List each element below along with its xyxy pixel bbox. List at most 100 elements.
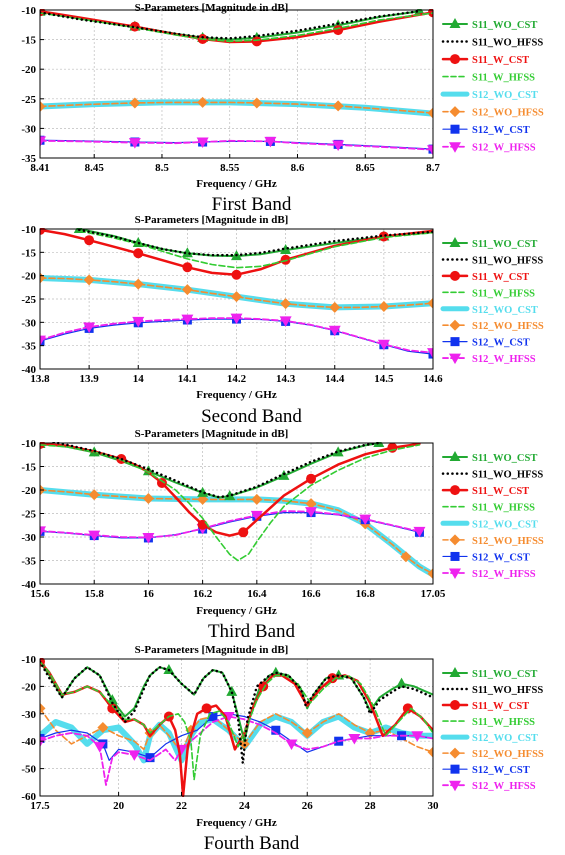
x-tick-label: 28 — [365, 800, 377, 812]
x-tick-label: 22 — [176, 800, 188, 812]
panel-caption: First Band — [212, 194, 292, 215]
data-point-s12-w-hfss — [142, 532, 155, 544]
y-tick-label: -20 — [21, 64, 36, 76]
data-point-s12-wo-hfss — [40, 100, 46, 112]
chart-panel-3: 15.6 15.8 16 16.2 16.4 16.6 16.8 17.05 -10 -15 -20… — [21, 428, 544, 642]
data-point-s12-wo-hfss — [305, 498, 317, 510]
data-point-s12-w-hfss — [40, 526, 46, 537]
data-point-s11-wo-cst — [226, 685, 238, 696]
data-point-s12-wo-hfss — [97, 722, 109, 733]
legend-marker — [449, 319, 461, 331]
data-point-s12-w-hfss — [88, 530, 101, 542]
panel-caption: Second Band — [201, 406, 302, 427]
legend-entry: S11_W_HFSS — [472, 717, 535, 728]
legend-entry: S12_WO_CST — [472, 305, 538, 316]
data-point-s12-w-hfss — [359, 514, 372, 526]
data-point-s12-w-hfss — [332, 140, 345, 151]
legend-marker — [449, 142, 461, 153]
plot-frame — [39, 658, 434, 797]
data-point-s11-wo-cst — [332, 446, 344, 457]
legend-entry: S11_W_CST — [472, 55, 529, 66]
legend-entry: S12_WO_HFSS — [472, 749, 544, 760]
y-tick-label: -30 — [21, 123, 36, 135]
x-tick-label: 17.05 — [421, 588, 446, 600]
y-tick-label: -20 — [21, 681, 36, 693]
legend-entry: S12_W_CST — [472, 552, 530, 563]
plot-frame — [39, 9, 434, 159]
series-line-s11-w-hfss — [40, 444, 421, 562]
data-point-s12-w-hfss — [132, 316, 145, 328]
data-point-s12-w-cst — [208, 712, 218, 722]
x-tick-label: 8.65 — [356, 162, 376, 174]
legend-entry: S11_W_CST — [472, 486, 529, 497]
legend-entry: S12_WO_HFSS — [472, 536, 544, 547]
data-point-s11-w-cst — [40, 658, 45, 667]
data-point-s11-w-cst — [378, 231, 389, 242]
data-point-s12-wo-hfss — [251, 97, 263, 109]
data-point-s12-wo-hfss — [197, 96, 209, 108]
legend-marker — [450, 551, 460, 561]
x-tick-label: 14 — [133, 373, 145, 385]
y-tick-label: -20 — [21, 271, 36, 283]
legend-marker — [450, 485, 460, 496]
x-axis-label: Frequency / GHz — [196, 605, 277, 617]
data-point-s11-w-cst — [280, 254, 291, 265]
x-tick-label: 20 — [113, 800, 125, 812]
data-point-s12-w-hfss — [83, 322, 96, 333]
data-point-s12-wo-hfss — [129, 97, 141, 109]
data-point-s12-wo-hfss — [181, 284, 193, 296]
data-point-s11-w-cst — [327, 673, 338, 684]
data-point-s12-wo-hfss — [427, 568, 433, 580]
y-tick-label: -40 — [21, 736, 36, 748]
data-point-s11-w-cst — [306, 473, 317, 484]
x-tick-label: 15.8 — [85, 588, 105, 600]
data-point-s12-w-hfss — [196, 137, 209, 149]
y-tick-label: -15 — [21, 35, 36, 47]
data-point-s12-w-hfss — [413, 526, 426, 538]
x-tick-label: 8.6 — [291, 162, 305, 174]
data-point-s12-wo-hfss — [251, 493, 263, 505]
legend-entry: S12_W_CST — [472, 125, 530, 136]
data-point-s12-w-hfss — [427, 348, 433, 359]
legend-marker — [450, 337, 460, 347]
data-point-s11-wo-cst — [280, 244, 292, 254]
x-tick-label: 14.4 — [325, 373, 345, 385]
data-point-s12-w-hfss — [348, 733, 361, 745]
x-tick-label: 16.4 — [247, 588, 267, 600]
x-tick-label: 14.5 — [374, 373, 394, 385]
chart-title: S-Parameters [Magnitude in dB] — [135, 428, 289, 440]
x-tick-label: 8.7 — [426, 162, 440, 174]
y-tick-label: -15 — [21, 462, 36, 474]
x-tick-label: 16.6 — [301, 588, 321, 600]
legend-marker — [449, 780, 461, 792]
chart-title: S-Parameters [Magnitude in dB] — [135, 2, 289, 14]
y-tick-label: -40 — [21, 579, 36, 591]
data-point-s11-w-cst — [402, 703, 413, 714]
data-point-s11-w-cst — [201, 703, 212, 714]
panel-caption: Fourth Band — [204, 833, 300, 854]
y-tick-label: -35 — [21, 153, 36, 165]
x-tick-label: 14.2 — [227, 373, 247, 385]
series-group — [40, 658, 433, 797]
legend-entry: S12_W_HFSS — [472, 354, 536, 365]
plot-area — [40, 10, 433, 158]
y-tick-label: -15 — [21, 247, 36, 259]
data-point-s12-w-hfss — [222, 712, 235, 723]
data-point-s11-w-cst — [251, 36, 262, 47]
legend-marker — [449, 18, 461, 28]
data-point-s12-wo-hfss — [83, 274, 95, 286]
legend-marker — [449, 568, 461, 580]
x-tick-label: 8.45 — [85, 162, 105, 174]
y-tick-label: -35 — [21, 341, 36, 353]
legend-marker — [449, 667, 461, 677]
y-tick-label: -35 — [21, 556, 36, 568]
x-tick-label: 8.55 — [220, 162, 240, 174]
x-tick-label: 13.9 — [80, 373, 100, 385]
data-point-s12-wo-hfss — [301, 727, 313, 739]
data-point-s12-w-hfss — [411, 731, 424, 742]
chart-panel-1: 8.41 8.45 8.5 8.55 8.6 8.65 8.7 -10 -15 -20 -25 -30… — [21, 2, 544, 215]
data-point-s11-w-cst — [40, 228, 45, 235]
series-group — [40, 228, 433, 359]
x-tick-label: 30 — [428, 800, 440, 812]
data-point-s12-wo-hfss — [88, 489, 100, 501]
